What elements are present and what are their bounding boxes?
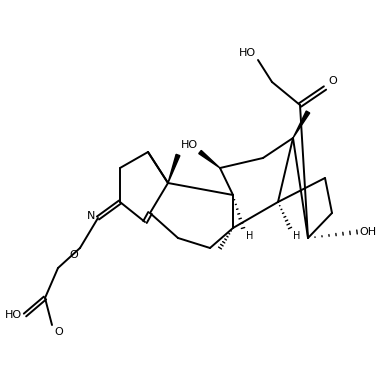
Text: OH: OH	[359, 227, 376, 237]
Text: O: O	[328, 76, 337, 86]
Polygon shape	[199, 151, 220, 168]
Text: N: N	[87, 211, 95, 221]
Text: O: O	[69, 250, 78, 260]
Text: O: O	[54, 327, 63, 337]
Text: H: H	[293, 231, 300, 241]
Polygon shape	[168, 154, 180, 183]
Text: H: H	[246, 231, 253, 241]
Text: HO: HO	[181, 140, 198, 150]
Text: HO: HO	[239, 48, 256, 58]
Polygon shape	[293, 111, 310, 138]
Text: HO: HO	[5, 310, 22, 320]
